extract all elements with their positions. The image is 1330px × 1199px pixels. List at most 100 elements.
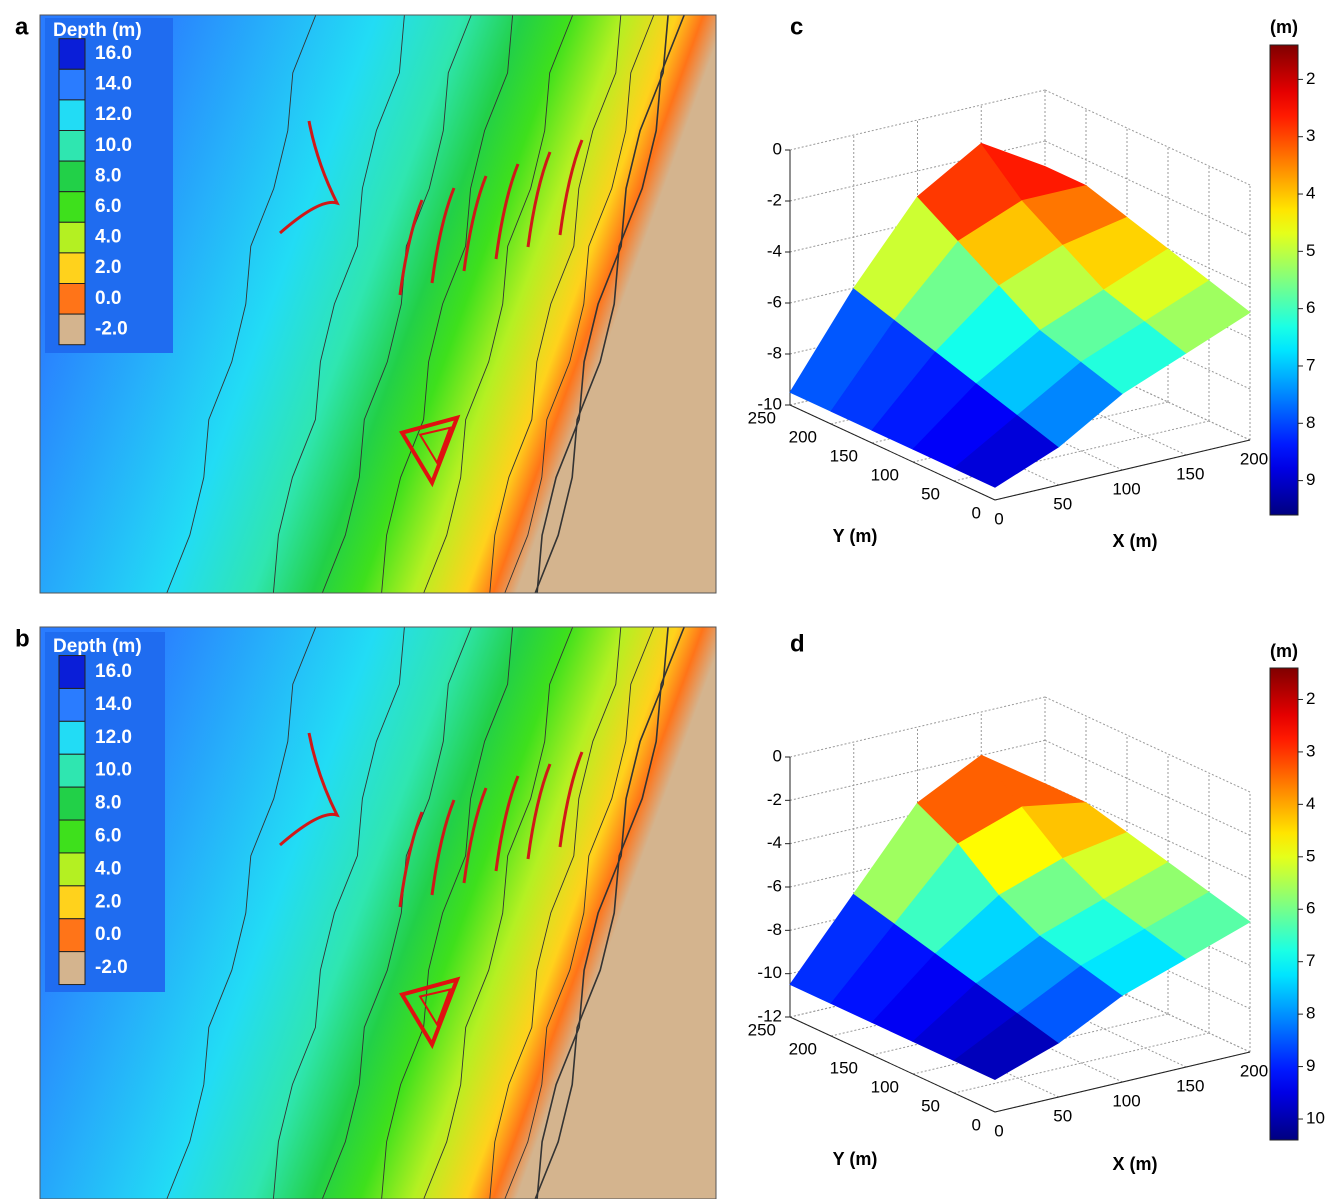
- colorbar-tick-label: 7: [1306, 355, 1315, 374]
- z-tick-label: -2: [767, 790, 782, 809]
- z-tick-label: 0: [773, 139, 782, 158]
- z-tick-label: -8: [767, 343, 782, 362]
- colorbar-title: (m): [1270, 17, 1298, 37]
- contour-line: [489, 14, 622, 594]
- survey-line: [494, 775, 520, 872]
- legend-label: 16.0: [95, 43, 132, 64]
- legend-label: 0.0: [95, 924, 121, 945]
- colorbar-tick-label: 2: [1306, 689, 1315, 708]
- panel-label: c: [790, 13, 803, 40]
- y-axis: [789, 404, 996, 501]
- survey-line: [526, 151, 552, 248]
- y-tick-label: 200: [789, 427, 817, 446]
- contour-line: [423, 626, 574, 1199]
- legend-swatch: [58, 655, 86, 689]
- legend-title: Depth (m): [53, 20, 142, 41]
- y-tick-label: 50: [921, 1096, 940, 1115]
- y-axis: [789, 1016, 996, 1113]
- x-axis: [994, 1051, 1251, 1113]
- map-border: [39, 626, 717, 1199]
- survey-line: [279, 732, 340, 847]
- z-tick-label: -10: [757, 394, 782, 413]
- contour-line: [272, 626, 405, 1199]
- legend-swatch: [58, 786, 86, 821]
- legend-label: 12.0: [95, 104, 132, 125]
- z-tick-label: -10: [757, 963, 782, 982]
- colorbar-tick-label: 6: [1306, 298, 1315, 317]
- panel-label: d: [790, 630, 805, 657]
- x-axis-label: X (m): [1113, 1154, 1158, 1174]
- contour-line: [534, 626, 685, 1199]
- legend-label: 12.0: [95, 727, 132, 748]
- contour-line: [423, 14, 574, 594]
- grid-line: [1044, 739, 1251, 836]
- x-tick-label: 150: [1176, 1076, 1204, 1095]
- legend-swatch: [58, 753, 86, 788]
- z-tick-label: -2: [767, 190, 782, 209]
- y-tick-label: 100: [871, 465, 899, 484]
- colorbar-tick-label: 4: [1306, 184, 1315, 203]
- x-axis: [994, 439, 1251, 501]
- x-tick-label: 50: [1053, 494, 1072, 513]
- x-tick-label: 0: [994, 509, 1003, 528]
- legend-label: 6.0: [95, 826, 121, 847]
- x-tick-label: 150: [1176, 464, 1204, 483]
- colorbar-tick-label: 5: [1306, 241, 1315, 260]
- legend-label: 14.0: [95, 74, 132, 95]
- z-tick-label: -4: [767, 241, 782, 260]
- legend-label: -2.0: [95, 957, 128, 978]
- z-tick-label: -6: [767, 292, 782, 311]
- grid-line: [1044, 140, 1251, 237]
- legend-swatch: [58, 852, 86, 887]
- survey-frame: [418, 426, 452, 466]
- legend-swatch: [58, 283, 86, 315]
- survey-line: [462, 787, 488, 884]
- z-tick-label: -6: [767, 876, 782, 895]
- survey-line: [279, 120, 340, 235]
- legend-swatch: [58, 687, 86, 722]
- colorbar-tick-label: 5: [1306, 846, 1315, 865]
- y-tick-label: 250: [748, 408, 776, 427]
- survey-line: [430, 799, 456, 896]
- legend-swatch: [58, 130, 86, 162]
- contour-line: [166, 626, 317, 1199]
- panel-label: b: [15, 625, 30, 652]
- contour-line: [534, 14, 685, 594]
- y-tick-label: 0: [972, 503, 981, 522]
- legend-swatch: [58, 951, 86, 986]
- legend-swatch: [58, 720, 86, 755]
- map-border: [39, 14, 717, 594]
- contour-line: [536, 14, 669, 594]
- y-tick-label: 200: [789, 1039, 817, 1058]
- legend-label: 6.0: [95, 196, 121, 217]
- z-tick-label: -12: [757, 1006, 782, 1025]
- legend-label: 8.0: [95, 165, 121, 186]
- z-tick-label: -4: [767, 833, 782, 852]
- y-tick-label: 150: [830, 446, 858, 465]
- contour-line: [504, 626, 655, 1199]
- x-tick-label: 200: [1240, 1061, 1268, 1080]
- legend-swatch: [58, 885, 86, 920]
- survey-line: [558, 139, 584, 236]
- colorbar-tick-label: 3: [1306, 741, 1315, 760]
- z-tick-label: -8: [767, 920, 782, 939]
- contour-line: [321, 626, 472, 1199]
- survey-line: [398, 199, 424, 296]
- legend-label: 2.0: [95, 257, 121, 278]
- y-tick-label: 250: [748, 1020, 776, 1039]
- legend-swatch: [58, 252, 86, 284]
- contour-line: [536, 626, 669, 1199]
- legend-swatch: [58, 160, 86, 193]
- survey-line: [494, 163, 520, 260]
- colorbar: [1269, 44, 1299, 516]
- legend-label: 10.0: [95, 760, 132, 781]
- legend-swatch: [58, 819, 86, 854]
- colorbar-tick-label: 6: [1306, 899, 1315, 918]
- legend-label: 16.0: [95, 661, 132, 682]
- x-tick-label: 100: [1112, 1091, 1140, 1110]
- y-tick-label: 50: [921, 484, 940, 503]
- legend-label: 10.0: [95, 135, 132, 156]
- contour-line: [272, 14, 405, 594]
- x-tick-label: 100: [1112, 479, 1140, 498]
